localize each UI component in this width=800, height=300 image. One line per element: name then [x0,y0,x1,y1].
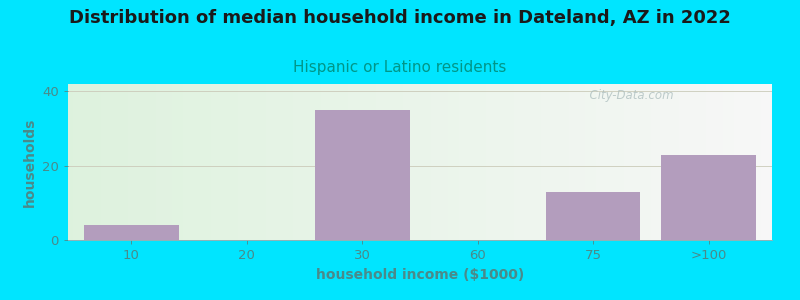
Bar [546,192,641,240]
Y-axis label: households: households [22,117,37,207]
Text: Hispanic or Latino residents: Hispanic or Latino residents [294,60,506,75]
Text: Distribution of median household income in Dateland, AZ in 2022: Distribution of median household income … [69,9,731,27]
Text: City-Data.com: City-Data.com [582,89,674,102]
Bar [662,154,756,240]
Bar [84,225,178,240]
Bar [315,110,410,240]
X-axis label: household income ($1000): household income ($1000) [316,268,524,282]
